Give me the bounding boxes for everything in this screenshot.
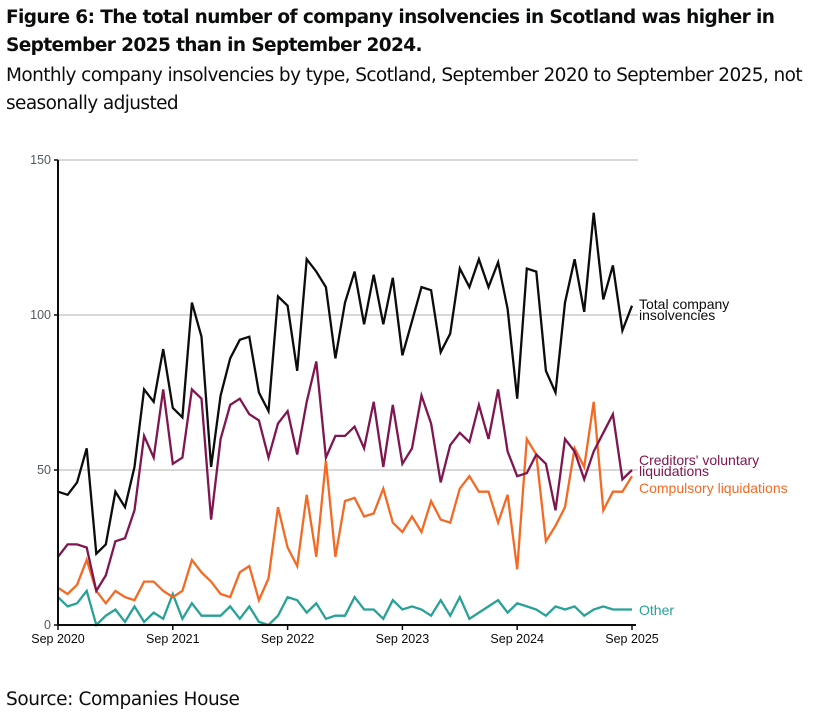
x-tick-label: Sep 2022 — [261, 632, 315, 646]
series-line-compulsory-liquidations — [57, 401, 633, 606]
y-tick-label: 150 — [30, 153, 51, 167]
y-tick-label: 50 — [37, 463, 51, 477]
x-tick-label: Sep 2023 — [376, 632, 430, 646]
x-tick-label: Sep 2025 — [605, 632, 659, 646]
series-line-other — [57, 588, 632, 628]
series-label-line: Creditors' voluntary — [639, 452, 759, 468]
figure-subtitle: Monthly company insolvencies by type, Sc… — [6, 65, 803, 114]
series-creditors-voluntary-liquidations — [57, 361, 633, 594]
y-tick-label: 100 — [30, 308, 51, 322]
gridlines — [58, 159, 638, 471]
series-label-creditors-voluntary-liquidations: Creditors' voluntary liquidations — [639, 452, 759, 479]
series-label-total-company-insolvencies: Total company insolvencies — [639, 296, 729, 323]
x-tick-label: Sep 2024 — [490, 632, 544, 646]
y-axis-ticks: 0 50 100 150 — [30, 153, 58, 632]
y-tick-label: 0 — [44, 618, 51, 632]
series-other — [57, 588, 632, 628]
series-label-compulsory-liquidations: Compulsory liquidations — [639, 480, 788, 496]
source-note: Source: Companies House — [6, 689, 240, 710]
series-labels: Total company insolvencies Creditors' volu… — [639, 296, 788, 618]
series-label-line: insolvencies — [639, 307, 715, 323]
series-label-line: Total company — [639, 296, 729, 312]
x-tick-label: Sep 2021 — [146, 632, 200, 646]
series-label-line: liquidations — [639, 463, 709, 479]
series-label-other: Other — [639, 602, 674, 618]
series-line-total-company-insolvencies — [57, 212, 634, 557]
series-lines — [57, 212, 634, 628]
x-axis-ticks: Sep 2020 Sep 2021 Sep 2022 Sep 2023 Sep 2024… — [31, 625, 659, 646]
series-total-company-insolvencies — [57, 212, 634, 557]
series-compulsory-liquidations — [57, 401, 633, 606]
series-label-line: Compulsory liquidations — [639, 480, 788, 496]
x-tick-label: Sep 2020 — [31, 632, 85, 646]
series-line-creditors-voluntary-liquidations — [57, 361, 633, 594]
series-label-line: Other — [639, 602, 674, 618]
figure-title: Figure 6: The total number of company in… — [6, 7, 775, 56]
